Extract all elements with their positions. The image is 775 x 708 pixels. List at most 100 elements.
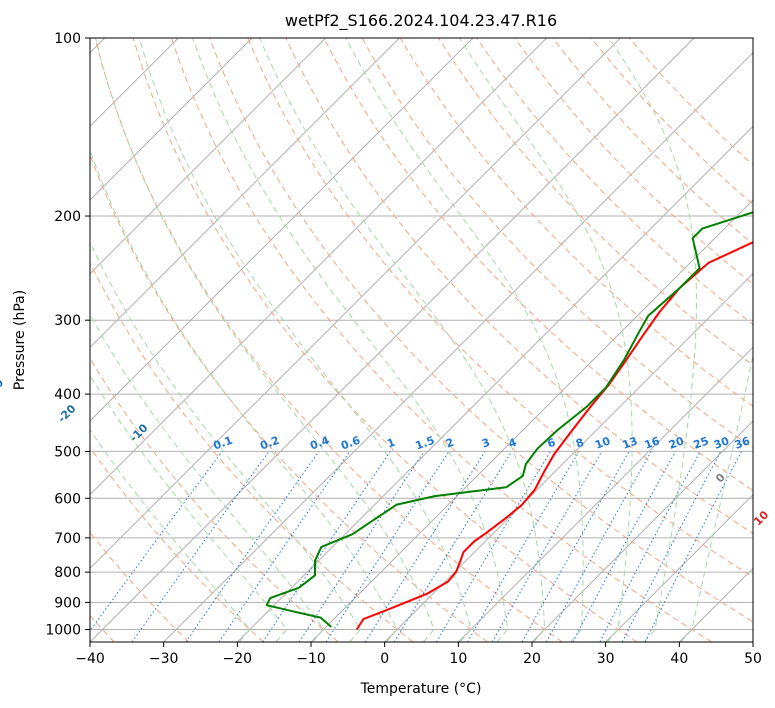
- mixing-ratio-line: [599, 451, 701, 642]
- y-tick-label: 500: [54, 444, 81, 460]
- x-tick-label: 40: [670, 651, 688, 667]
- y-tick-label: 1000: [45, 622, 81, 638]
- mixing-ratio-line: [298, 451, 425, 642]
- dry-adiabat-line: [323, 38, 753, 492]
- moist-adiabat-line: [90, 428, 251, 642]
- y-tick-label: 200: [54, 209, 81, 225]
- moist-adiabat-line: [90, 313, 325, 642]
- x-tick-label: −30: [149, 651, 179, 667]
- mixing-ratio-line: [435, 451, 552, 642]
- moist-adiabat-line: [608, 38, 698, 642]
- moist-adiabat-line: [345, 38, 584, 642]
- moist-adiabat-line: [90, 148, 398, 642]
- y-axis: 100 200 300 400 500 600 700 800 900 1000: [45, 31, 90, 638]
- dry-adiabat-line: [247, 38, 753, 578]
- mixing-ratio-label: 1: [385, 436, 397, 451]
- mixing-ratio-line: [521, 451, 630, 642]
- moist-adiabat-line: [95, 38, 435, 642]
- mixing-ratio-label: 20: [667, 434, 686, 452]
- y-tick-label: 700: [54, 531, 81, 547]
- dry-adiabat-line: [590, 38, 753, 206]
- mixing-ratio-line: [262, 451, 391, 642]
- y-tick-label: 100: [54, 31, 81, 47]
- mixing-ratio-label: 10: [593, 434, 612, 452]
- isotherm-line: [457, 346, 753, 642]
- dry-adiabat-line: [90, 531, 190, 642]
- dry-adiabat-label: 10: [751, 508, 771, 528]
- mixing-ratio-label: 36: [733, 434, 752, 452]
- mixing-ratio-label: 0.1: [212, 434, 235, 453]
- dry-adiabat-line: [437, 38, 753, 366]
- dry-adiabat-line: [94, 38, 563, 642]
- line-label-layer: 0.10.20.40.611.52346810131620253036-100-…: [0, 376, 771, 528]
- moist-adiabat-line: [90, 374, 288, 642]
- temperature-profile-line: [355, 241, 753, 631]
- adiabat-layer: [90, 38, 753, 642]
- mixing-ratio-label: 4: [507, 436, 519, 451]
- mixing-ratio-label: 13: [621, 434, 640, 451]
- dry-adiabat-label: -20: [55, 402, 78, 425]
- x-tick-label: 10: [449, 651, 467, 667]
- mixing-ratio-line: [545, 451, 652, 642]
- mixing-ratio-line: [572, 451, 676, 642]
- isotherm-line: [90, 38, 474, 422]
- isotherm-line: [90, 38, 621, 570]
- moist-adiabat-line: [138, 38, 472, 642]
- mixing-ratio-label: 2: [444, 436, 456, 451]
- grid-layer: [90, 38, 753, 642]
- mixing-ratio-line: [621, 451, 722, 642]
- isotherm-line: [90, 38, 695, 642]
- y-tick-label: 300: [54, 313, 81, 329]
- x-tick-label: −20: [223, 651, 253, 667]
- y-tick-label: 900: [54, 595, 81, 611]
- mixing-ratio-line: [131, 451, 270, 642]
- mixing-ratio-line: [325, 451, 450, 642]
- mixing-ratio-label: 0.4: [308, 434, 331, 453]
- mixing-ratio-layer: [90, 451, 742, 642]
- mixing-ratio-line: [467, 451, 580, 642]
- x-tick-label: 0: [380, 651, 389, 667]
- isotherm-line: [752, 641, 753, 642]
- mixing-ratio-label: 6: [546, 436, 558, 451]
- mixing-ratio-line: [644, 451, 742, 642]
- chart-title: wetPf2_S166.2024.104.23.47.R16: [285, 11, 557, 31]
- dry-adiabat-line: [476, 38, 753, 326]
- mixing-ratio-line: [218, 451, 351, 642]
- moist-adiabat-line: [458, 38, 633, 642]
- mixing-ratio-label: 0.2: [258, 434, 281, 453]
- x-tick-label: 30: [597, 651, 615, 667]
- mixing-ratio-label: 25: [692, 434, 711, 451]
- x-tick-label: −40: [75, 651, 105, 667]
- dry-adiabat-line: [90, 153, 488, 642]
- mixing-ratio-label: 30: [712, 434, 731, 452]
- x-tick-label: 20: [523, 651, 541, 667]
- mixing-ratio-label: 0.6: [339, 434, 362, 453]
- mixing-ratio-label: 8: [574, 436, 586, 451]
- moist-adiabat-line: [680, 353, 753, 642]
- dry-adiabat-line: [132, 38, 638, 642]
- isotherm-line: [90, 38, 327, 275]
- isotherm-line: [678, 567, 753, 642]
- isotherm-line: [90, 38, 400, 349]
- dry-adiabat-line: [90, 446, 264, 642]
- dry-adiabat-line: [552, 38, 753, 245]
- mixing-ratio-label: 16: [643, 434, 662, 452]
- x-axis: −40 −30 −20 −10 0 10 20 30 40 50: [75, 642, 762, 667]
- y-axis-label: Pressure (hPa): [12, 290, 28, 390]
- y-tick-label: 800: [54, 565, 81, 581]
- dry-adiabat-line: [285, 38, 753, 535]
- isotherm-line: [163, 51, 753, 642]
- isotherm-line: [531, 420, 753, 642]
- moist-adiabat-line: [90, 240, 362, 642]
- mixing-ratio-line: [185, 451, 320, 642]
- dry-adiabat-label: -30: [0, 376, 6, 399]
- dry-adiabat-line: [170, 38, 712, 642]
- mixing-ratio-label: 3: [480, 436, 492, 451]
- isotherm-line: [236, 125, 753, 642]
- dry-adiabat-line: [514, 38, 753, 285]
- moist-adiabat-line: [259, 38, 546, 642]
- series-layer: [265, 211, 753, 631]
- mixing-ratio-line: [90, 451, 223, 632]
- dry-adiabat-line: [90, 357, 339, 642]
